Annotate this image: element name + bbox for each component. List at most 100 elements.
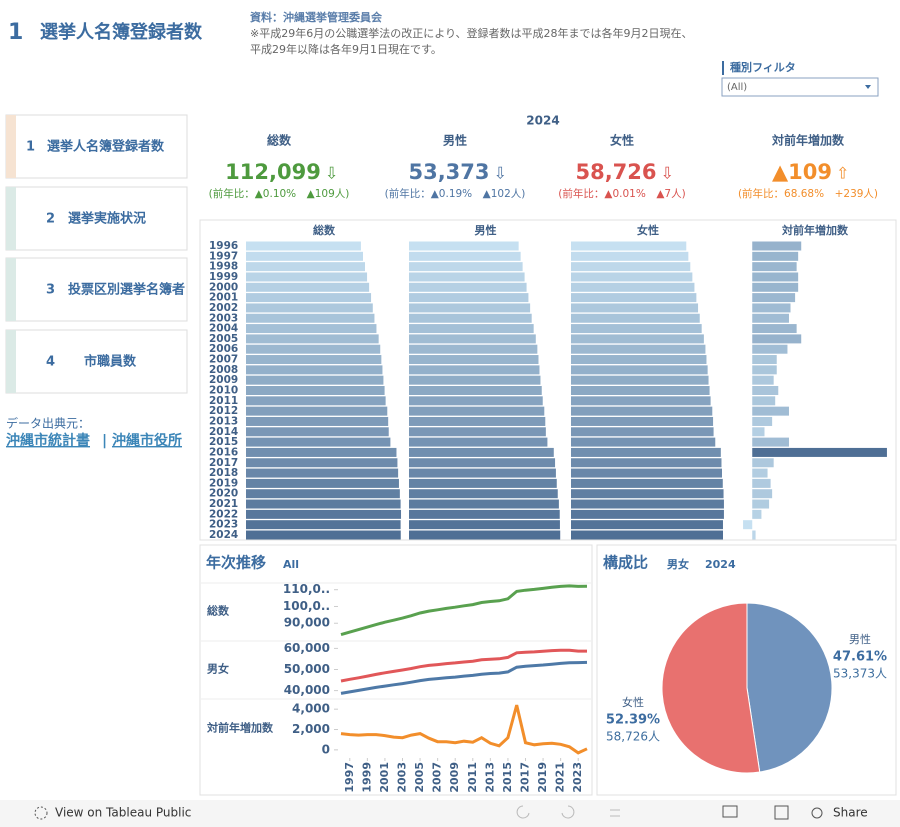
nav-label[interactable]: 投票区別選挙名簿者 (68, 282, 185, 298)
bar (752, 365, 777, 375)
bar (246, 509, 402, 519)
y-tick-label: 2010 (209, 385, 238, 397)
bar (246, 530, 401, 540)
y-tick-label: 60,000 (284, 641, 330, 655)
source: 資料：沖縄選挙管理委員会 (250, 10, 383, 24)
nav-label[interactable]: 選挙人名簿登録者数 (47, 139, 165, 155)
bar (752, 499, 770, 509)
x-tick-label: 2005 (413, 762, 426, 793)
y-tick-label: 90,000 (284, 616, 330, 630)
link[interactable]: 沖縄市統計書 (6, 432, 90, 449)
pie-slice (661, 602, 761, 774)
bar (752, 355, 777, 365)
data-source-label: データ出典元： (6, 416, 90, 431)
bar (571, 386, 710, 395)
line-panel (199, 544, 593, 796)
kpi-change: (前年比：68.68% +239人) (738, 187, 878, 200)
nav-label[interactable]: 市職員数 (84, 354, 137, 370)
nav-item[interactable] (5, 329, 188, 394)
chart-subtitle: All (283, 558, 299, 571)
bar (246, 478, 399, 488)
y-tick-label: 50,000 (284, 662, 330, 676)
toolbar (0, 800, 900, 827)
bar (571, 499, 724, 509)
kpi-arrow: ⇩ (494, 164, 507, 183)
kpi-value: 58,726 (575, 160, 656, 184)
kpi-title: 男性 (443, 133, 467, 148)
bar (571, 509, 724, 519)
bar (409, 396, 543, 406)
nav-accent (6, 115, 16, 178)
bar (752, 458, 774, 468)
filter-label: 種別フィルタ (730, 60, 796, 74)
bar (409, 324, 534, 334)
bar (571, 458, 722, 468)
share-icon[interactable] (811, 807, 823, 819)
x-tick-label: 1997 (343, 762, 356, 793)
bar (571, 447, 721, 457)
y-tick-label: 2021 (209, 498, 238, 510)
kpi-value: ▲109 (772, 160, 832, 184)
y-tick-label: 1997 (209, 250, 238, 262)
nav-item[interactable] (5, 257, 188, 322)
bar (571, 416, 714, 426)
filter-dropdown[interactable] (721, 77, 879, 97)
download-icon[interactable] (722, 805, 738, 818)
bar (246, 520, 401, 530)
bar (409, 427, 546, 437)
slice-percent: 47.61% (833, 650, 887, 665)
bar (571, 520, 723, 530)
y-tick-label: 2008 (209, 364, 238, 376)
bar (743, 520, 753, 530)
fullscreen-icon[interactable] (774, 805, 789, 820)
nav-number[interactable]: 3 (46, 283, 55, 298)
bar (752, 437, 789, 447)
bar (571, 375, 709, 385)
nav-number[interactable]: 2 (46, 212, 55, 227)
bar (246, 406, 388, 416)
bar (571, 355, 707, 365)
bar (571, 313, 700, 323)
y-tick-label: 2024 (209, 529, 238, 541)
bar (752, 324, 797, 334)
y-tick-label: 100,0.. (283, 599, 330, 613)
bar (752, 282, 799, 292)
bar (409, 406, 545, 416)
bar (571, 478, 723, 488)
bar (409, 375, 541, 385)
kpi-title: 女性 (610, 133, 634, 148)
nav-number[interactable]: 4 (46, 355, 55, 370)
nav-number[interactable]: 1 (26, 140, 35, 155)
x-tick-label: 2015 (501, 762, 514, 793)
chart-title: 年次推移 (206, 554, 266, 572)
y-tick-label: 2004 (209, 323, 238, 335)
x-tick-label: 2009 (448, 762, 461, 793)
bar (571, 468, 722, 478)
bar (246, 489, 400, 499)
view-link[interactable]: View on Tableau Public (55, 806, 191, 820)
bar (752, 530, 756, 540)
nav-item[interactable] (5, 114, 188, 179)
nav-accent (6, 187, 16, 250)
filter-value[interactable]: (All) (727, 82, 747, 93)
y-tick-label: 2005 (209, 333, 238, 345)
bar (246, 437, 391, 447)
bar (246, 324, 377, 334)
bar (246, 282, 370, 292)
panel-label: 対前年増加数 (206, 721, 274, 735)
y-tick-label: 1999 (209, 271, 238, 283)
nav-label[interactable]: 選挙実施状況 (68, 211, 146, 227)
x-tick-label: 2013 (483, 762, 496, 793)
bar (409, 293, 529, 303)
bar (409, 499, 559, 509)
link[interactable]: 沖縄市役所 (112, 432, 182, 449)
x-tick-label: 2003 (396, 762, 409, 793)
y-tick-label: 2000 (209, 281, 238, 293)
bar (571, 324, 702, 334)
y-tick-label: 4,000 (292, 702, 330, 716)
bar (752, 468, 768, 478)
header-title: 選挙人名簿登録者数 (40, 21, 203, 43)
share-link[interactable]: Share (833, 806, 868, 820)
nav-item[interactable] (5, 186, 188, 251)
bar (409, 447, 554, 457)
